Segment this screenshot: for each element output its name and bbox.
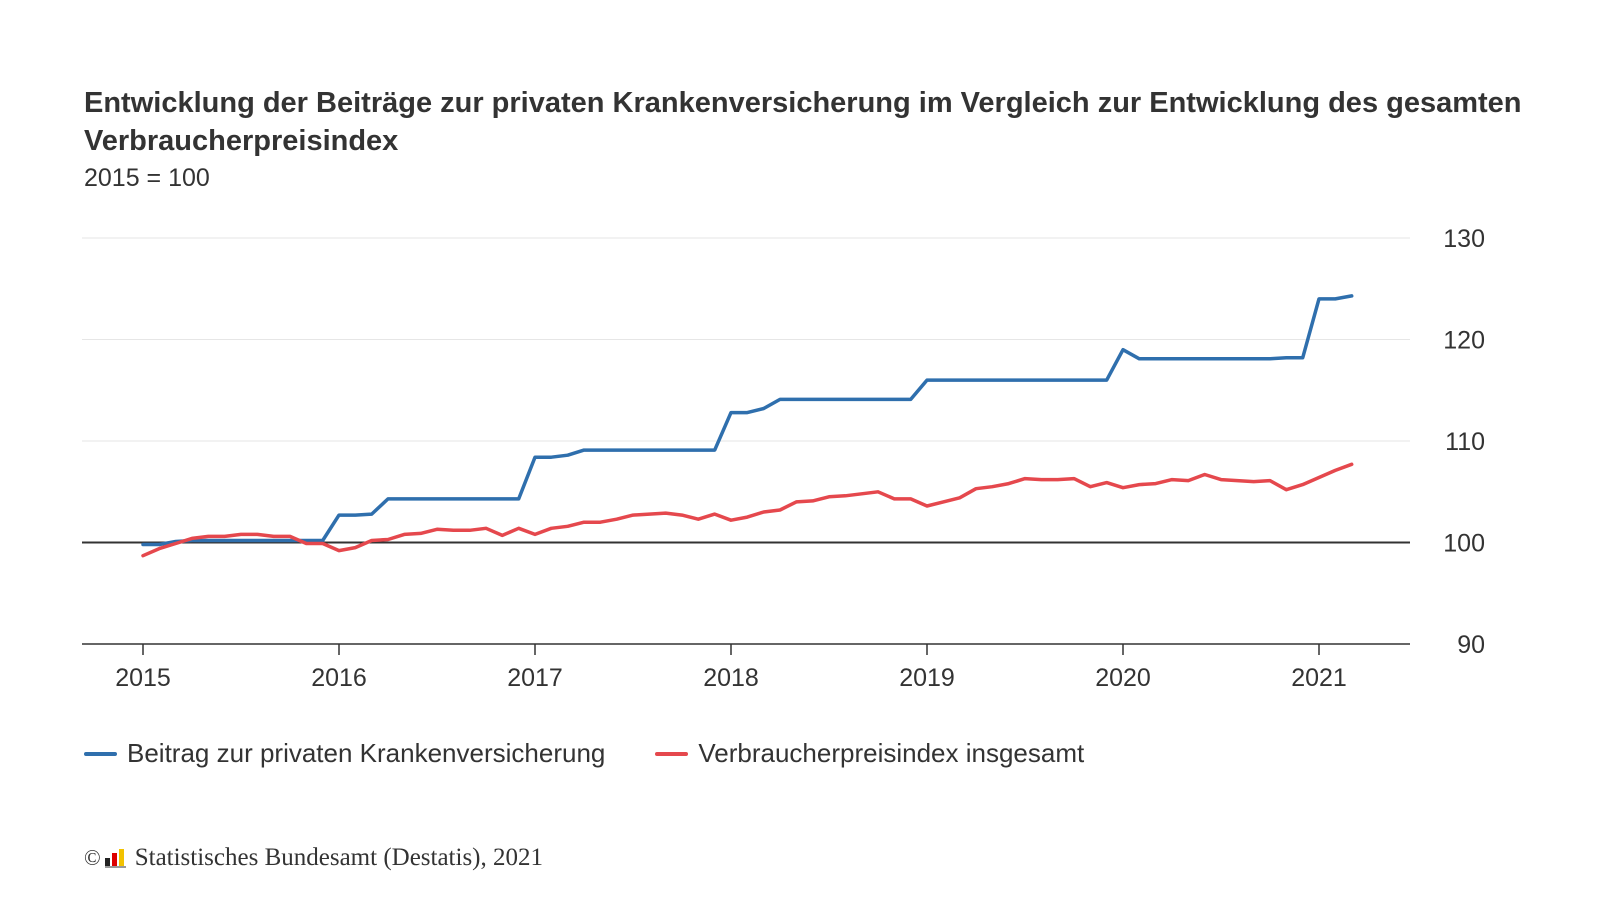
x-tick-label: 2018 <box>703 664 759 692</box>
y-axis-tick-labels: 90 100 110 120 130 <box>1443 225 1485 659</box>
legend-label-vpi: Verbraucherpreisindex insgesamt <box>698 738 1085 768</box>
y-tick-label: 100 <box>1443 530 1485 558</box>
x-tick-label: 2020 <box>1095 664 1151 692</box>
legend-label-pkv: Beitrag zur privaten Krankenversicherung <box>127 738 606 768</box>
legend-item-vpi[interactable]: Verbraucherpreisindex insgesamt <box>655 738 1084 769</box>
y-tick-label: 120 <box>1443 327 1485 355</box>
y-tick-label: 90 <box>1457 631 1485 659</box>
y-tick-label: 110 <box>1445 428 1485 456</box>
legend-swatch-pkv <box>84 751 117 756</box>
source-footer: © Statistisches Bundesamt (Destatis), 20… <box>84 844 543 872</box>
chart-title: Entwicklung der Beiträge zur privaten Kr… <box>84 87 1522 157</box>
x-axis: 2015 2016 2017 2018 2019 2020 2021 <box>115 644 1347 692</box>
source-text: Statistisches Bundesamt (Destatis), 2021 <box>134 844 544 871</box>
grid-lines <box>82 237 1410 645</box>
legend: Beitrag zur privaten Krankenversicherung… <box>84 738 1134 769</box>
chart-subtitle: 2015 = 100 <box>84 164 210 192</box>
series-line-pkv[interactable] <box>141 294 1354 547</box>
x-tick-label: 2021 <box>1291 664 1347 692</box>
x-tick-label: 2017 <box>507 664 563 692</box>
x-tick-label: 2019 <box>899 664 955 692</box>
x-tick-label: 2016 <box>311 664 367 692</box>
x-tick-label: 2015 <box>115 664 171 692</box>
y-tick-label: 130 <box>1443 225 1485 253</box>
legend-item-pkv[interactable]: Beitrag zur privaten Krankenversicherung <box>84 738 605 769</box>
copyright-icon: © <box>84 845 101 870</box>
legend-swatch-vpi <box>655 751 689 756</box>
destatis-logo-icon <box>104 848 127 868</box>
series-lines <box>141 294 1354 558</box>
series-line-vpi[interactable] <box>141 462 1354 558</box>
